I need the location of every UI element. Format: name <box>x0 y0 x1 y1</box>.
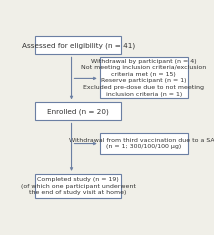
FancyBboxPatch shape <box>100 57 188 98</box>
Text: Assessed for eligibility (n = 41): Assessed for eligibility (n = 41) <box>22 42 135 49</box>
FancyBboxPatch shape <box>35 174 121 198</box>
Text: Completed study (n = 19)
(of which one participant underwent
the end of study vi: Completed study (n = 19) (of which one p… <box>21 177 136 195</box>
Text: Withdrawal by participant (n = 4)
Not meeting inclusion criteria/exclusion
crite: Withdrawal by participant (n = 4) Not me… <box>81 59 206 97</box>
FancyBboxPatch shape <box>35 102 121 121</box>
Text: Withdrawal from third vaccination due to a SAE
(n = 1; 300/100/100 μg): Withdrawal from third vaccination due to… <box>69 138 214 149</box>
Text: Enrolled (n = 20): Enrolled (n = 20) <box>47 108 109 115</box>
FancyBboxPatch shape <box>100 133 188 154</box>
FancyBboxPatch shape <box>35 36 121 55</box>
